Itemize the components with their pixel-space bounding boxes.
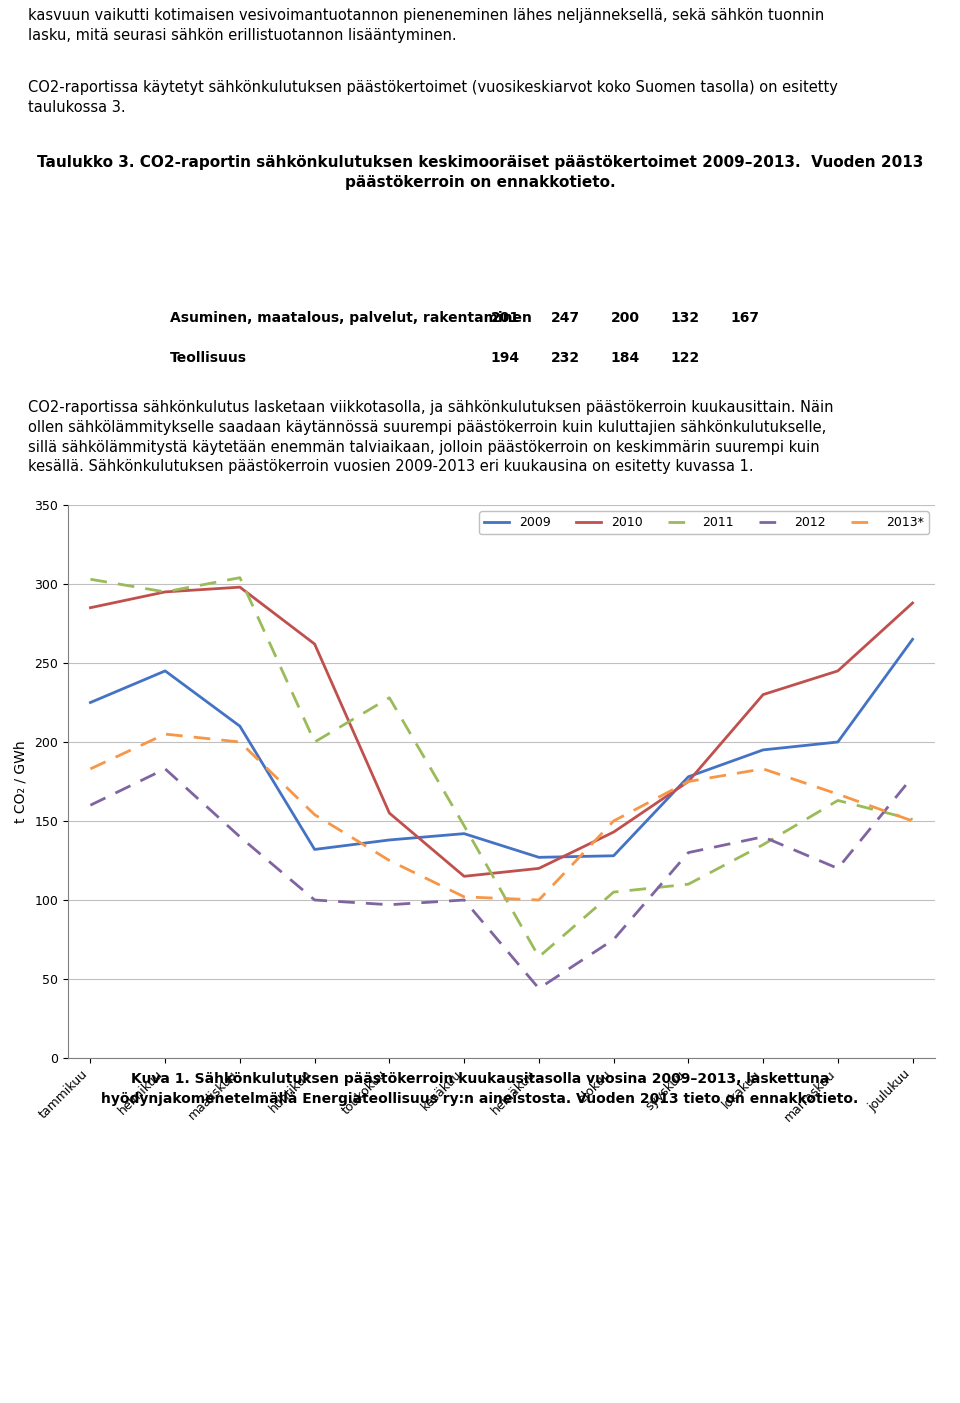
Text: 2010: 2010 bbox=[545, 268, 585, 282]
Text: 184: 184 bbox=[611, 351, 639, 365]
Text: 2011: 2011 bbox=[606, 268, 644, 282]
Text: 232: 232 bbox=[550, 351, 580, 365]
Text: 247: 247 bbox=[550, 311, 580, 325]
Text: 2012: 2012 bbox=[665, 268, 705, 282]
Text: 12: 12 bbox=[904, 1361, 931, 1379]
Text: CO2-RAPORTTI  |  BENVIROC OY 2014: CO2-RAPORTTI | BENVIROC OY 2014 bbox=[29, 1364, 289, 1376]
Text: t CO2-ekv/GWh: t CO2-ekv/GWh bbox=[255, 268, 374, 282]
Text: 194: 194 bbox=[491, 351, 519, 365]
Text: 200: 200 bbox=[611, 311, 639, 325]
Text: Kuva 1. Sähkönkulutuksen päästökerroin kuukausitasolla vuosina 2009–2013, lasket: Kuva 1. Sähkönkulutuksen päästökerroin k… bbox=[102, 1072, 858, 1106]
Text: 167: 167 bbox=[731, 311, 759, 325]
Text: Asuminen, maatalous, palvelut, rakentaminen: Asuminen, maatalous, palvelut, rakentami… bbox=[170, 311, 532, 325]
Legend: 2009, 2010, 2011, 2012, 2013*: 2009, 2010, 2011, 2012, 2013* bbox=[479, 511, 928, 535]
Text: 201: 201 bbox=[491, 311, 519, 325]
Text: 2009: 2009 bbox=[486, 268, 524, 282]
Text: CO2-raportissa käytetyt sähkönkulutuksen päästökertoimet (vuosikeskiarvot koko S: CO2-raportissa käytetyt sähkönkulutuksen… bbox=[28, 80, 838, 115]
Text: 2013*: 2013* bbox=[722, 268, 768, 282]
Text: kasvuun vaikutti kotimaisen vesivoimantuotannon pieneneminen lähes neljänneksell: kasvuun vaikutti kotimaisen vesivoimantu… bbox=[28, 8, 825, 43]
Text: CO2-raportissa sähkönkulutus lasketaan viikkotasolla, ja sähkönkulutuksen päästö: CO2-raportissa sähkönkulutus lasketaan v… bbox=[28, 400, 833, 474]
Text: 122: 122 bbox=[670, 351, 700, 365]
Text: Taulukko 3. CO2-raportin sähkönkulutuksen keskimooräiset päästökertoimet 2009–20: Taulukko 3. CO2-raportin sähkönkulutukse… bbox=[36, 154, 924, 189]
Y-axis label: t CO₂ / GWh: t CO₂ / GWh bbox=[13, 741, 28, 822]
Text: Teollisuus: Teollisuus bbox=[170, 351, 247, 365]
Text: 132: 132 bbox=[670, 311, 700, 325]
